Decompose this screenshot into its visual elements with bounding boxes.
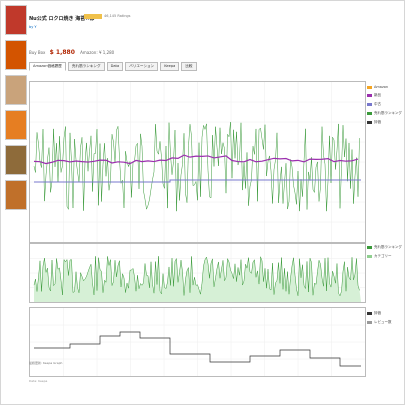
legend-item[interactable]: Amazon bbox=[367, 85, 405, 89]
tab-data[interactable]: Data bbox=[106, 62, 124, 71]
main-content: Nu公式 ロクロ焼き 海苔×ほ 46,145 Ratings by Y Buy … bbox=[29, 7, 403, 403]
rating-line bbox=[34, 331, 361, 367]
price-row: Buy Box $ 1,880 Amazon: ¥ 1,280 bbox=[29, 49, 114, 56]
tab-variations[interactable]: バリエーション bbox=[125, 62, 159, 71]
used-price-line bbox=[34, 179, 361, 183]
price-label: Buy Box bbox=[29, 50, 46, 55]
thumbnail[interactable] bbox=[5, 5, 27, 35]
rating-legend: 評価 レビュー数 bbox=[367, 311, 405, 329]
sales-rank-chart[interactable] bbox=[29, 243, 366, 303]
tab-price-history[interactable]: Amazon価格履歴 bbox=[29, 62, 66, 71]
tab-compare[interactable]: 比較 bbox=[181, 62, 197, 71]
legend-item[interactable]: カテゴリー bbox=[367, 254, 405, 259]
chart-footer: 最終更新: Keepa Graph bbox=[29, 361, 63, 365]
rank-line bbox=[33, 256, 360, 297]
tab-sales-rank[interactable]: 売れ筋ランキング bbox=[67, 62, 105, 71]
price-legend: Amazon 新品 中古 売れ筋ランキング 評価 bbox=[367, 85, 405, 129]
credit-text: Data: Keepa bbox=[29, 379, 48, 383]
ratings-count[interactable]: 46,145 Ratings bbox=[104, 14, 131, 18]
rank-area bbox=[34, 256, 361, 302]
thumbnail[interactable] bbox=[5, 145, 27, 175]
legend-item[interactable]: 売れ筋ランキング bbox=[367, 245, 405, 250]
legend-item[interactable]: 中古 bbox=[367, 102, 405, 107]
new-price-line bbox=[33, 154, 359, 165]
legend-item[interactable]: 評価 bbox=[367, 120, 405, 125]
legend-item[interactable]: 評価 bbox=[367, 311, 405, 316]
rank-legend: 売れ筋ランキング カテゴリー bbox=[367, 245, 405, 263]
rating-chart[interactable] bbox=[29, 307, 366, 377]
legend-item[interactable]: 売れ筋ランキング bbox=[367, 111, 405, 116]
thumbnail[interactable] bbox=[5, 75, 27, 105]
star-rating bbox=[84, 14, 102, 19]
tab-keepa[interactable]: Keepa bbox=[160, 62, 180, 71]
thumbnail[interactable] bbox=[5, 110, 27, 140]
thumbnail-column bbox=[5, 5, 29, 215]
price-value: $ 1,880 bbox=[49, 49, 75, 56]
legend-item[interactable]: 新品 bbox=[367, 93, 405, 98]
page-title: Nu公式 ロクロ焼き 海苔×ほ bbox=[29, 16, 95, 22]
salesrank-line bbox=[33, 122, 360, 212]
thumbnail[interactable] bbox=[5, 40, 27, 70]
price-chart[interactable] bbox=[29, 81, 366, 243]
legend-item[interactable]: レビュー数 bbox=[367, 320, 405, 325]
tab-bar: Amazon価格履歴 売れ筋ランキング Data バリエーション Keepa 比… bbox=[29, 62, 197, 71]
thumbnail[interactable] bbox=[5, 180, 27, 210]
price-extra: Amazon: ¥ 1,280 bbox=[80, 50, 115, 55]
brand-link[interactable]: by Y bbox=[29, 25, 37, 29]
